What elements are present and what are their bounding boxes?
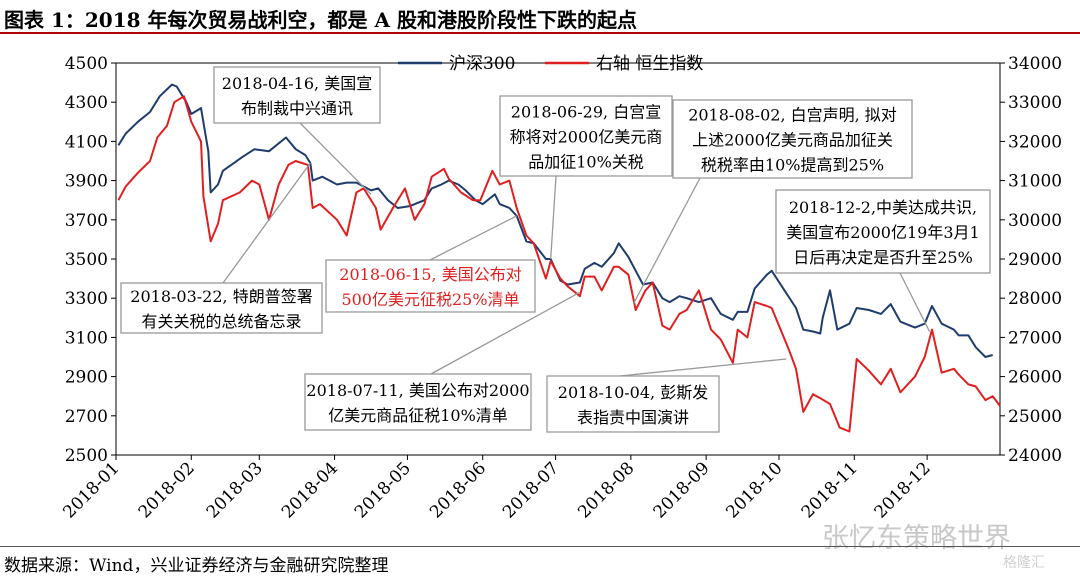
y-left-tick-label: 3300 xyxy=(65,289,108,309)
callout-text: 2018-03-22, 特朗普签署 xyxy=(130,287,312,306)
y-left-tick-label: 4500 xyxy=(65,54,108,74)
legend-label: 沪深300 xyxy=(449,54,515,74)
callout-leader xyxy=(222,162,311,284)
callout-box xyxy=(120,282,323,334)
callout-leader xyxy=(430,291,581,375)
callout-box xyxy=(304,373,532,431)
callout-box xyxy=(213,66,381,124)
x-tick-label: 2018-02 xyxy=(135,458,199,522)
line-chart: 4500 4300 4100 3900 3700 3500 3300 3100 2900 2700… xyxy=(59,54,1062,522)
callout-leader xyxy=(632,177,701,305)
callout-text: 品加征10%关税 xyxy=(528,153,644,172)
x-tick-label: 2018-11 xyxy=(798,458,862,522)
x-tick-label: 2018-07 xyxy=(499,458,563,522)
callout-box xyxy=(546,375,720,433)
callout-text: 2018-10-04, 彭斯发 xyxy=(558,383,708,402)
callout-text: 500亿美元征税25%清单 xyxy=(341,290,519,309)
x-tick-label: 2018-06 xyxy=(426,458,490,522)
callout-text: 2018-04-16, 美国宣 xyxy=(222,74,372,93)
x-tick-label: 2018-09 xyxy=(650,458,714,522)
callout-box xyxy=(325,259,536,313)
callout-text: 上述2000亿美元商品加征关 xyxy=(692,131,893,150)
callout-text: 布制裁中兴通讯 xyxy=(241,99,353,118)
y-right-tick-label: 27000 xyxy=(1008,328,1062,348)
x-tick-label: 2018-12 xyxy=(871,458,935,522)
y-left-tick-label: 3900 xyxy=(65,172,108,192)
title-rule xyxy=(0,32,1080,34)
callout-text: 2018-06-29, 白宫宣 xyxy=(511,103,661,122)
callout-text: 有关关税的总统备忘录 xyxy=(141,312,301,331)
series-line-csi300 xyxy=(117,83,993,358)
y-right-tick-label: 24000 xyxy=(1008,446,1062,466)
y-left-tick-label: 3100 xyxy=(65,328,108,348)
y-right-tick-label: 26000 xyxy=(1008,368,1062,388)
callout-text: 表指责中国演讲 xyxy=(577,408,689,427)
legend: 沪深300 右轴 恒生指数 xyxy=(398,54,703,74)
y-right-tick-label: 29000 xyxy=(1008,250,1062,270)
callout-text: 2018-08-02, 白宫声明, 拟对 xyxy=(688,106,897,125)
y-left-tick-label: 3500 xyxy=(65,250,108,270)
y-left-tick-label: 4100 xyxy=(65,132,108,152)
callout-leader xyxy=(550,175,557,260)
callout-leader xyxy=(429,215,518,261)
y-left-tick-label: 3700 xyxy=(65,211,108,231)
callout-text: 称将对2000亿美元商 xyxy=(510,128,663,147)
y-left-tick-label: 4300 xyxy=(65,93,108,113)
legend-label: 右轴 恒生指数 xyxy=(596,54,703,74)
y-right-tick-label: 32000 xyxy=(1008,132,1062,152)
y-right-tick-label: 34000 xyxy=(1008,54,1062,74)
x-tick-label: 2018-10 xyxy=(722,458,786,522)
y-right-tick-label: 30000 xyxy=(1008,211,1062,231)
callout-text: 美国宣布2000亿19年3月1 xyxy=(786,223,979,242)
callout-text: 2018-12-2,中美达成共识, xyxy=(789,198,977,217)
callout-text: 2018-06-15, 美国公布对 xyxy=(339,265,521,284)
callout-text: 税税率由10%提高到25% xyxy=(701,156,884,175)
source-note: 数据来源：Wind，兴业证券经济与金融研究院整理 xyxy=(4,556,389,576)
callout-text: 亿美元商品征税10%清单 xyxy=(328,406,508,425)
series-line-hsi xyxy=(117,95,1001,433)
title-bar: 图表 1：2018 年每次贸易战利空，都是 A 股和港股阶段性下跌的起点 xyxy=(0,0,1080,36)
callout-a0711: 2018-07-11, 美国公布对2000 亿美元商品征税10%清单 xyxy=(304,291,581,431)
x-tick-label: 2018-05 xyxy=(351,458,415,522)
x-tick-label: 2018-08 xyxy=(574,458,638,522)
callout-leader xyxy=(299,122,372,195)
callout-a0615: 2018-06-15, 美国公布对 500亿美元征税25%清单 xyxy=(325,215,536,313)
watermark-logo: 格隆汇 xyxy=(1003,555,1045,571)
callout-leader xyxy=(619,358,787,377)
y-left-tick-label: 2900 xyxy=(65,368,108,388)
callout-box xyxy=(672,99,913,179)
y-right-tick-label: 28000 xyxy=(1008,289,1062,309)
callout-box xyxy=(499,95,673,177)
callout-a1202: 2018-12-2,中美达成共识, 美国宣布2000亿19年3月1 日后再决定是否升… xyxy=(775,189,991,332)
page-title: 图表 1：2018 年每次贸易战利空，都是 A 股和港股阶段性下跌的起点 xyxy=(4,8,637,32)
watermark: 张忆东策略世界 xyxy=(822,523,1011,554)
y-right-tick-label: 33000 xyxy=(1008,93,1062,113)
y-right-tick-label: 31000 xyxy=(1008,172,1062,192)
x-tick-label: 2018-04 xyxy=(278,458,342,522)
y-left-tick-label: 2700 xyxy=(65,407,108,427)
y-left-tick-label: 2500 xyxy=(65,446,108,466)
callout-leader xyxy=(899,272,931,332)
callout-a0802: 2018-08-02, 白宫声明, 拟对上述2000亿美元商品加征关税税率由10… xyxy=(632,99,913,305)
footer-rule xyxy=(0,546,1080,547)
callout-box xyxy=(775,189,991,274)
callout-text: 2018-07-11, 美国公布对2000 xyxy=(306,381,529,400)
x-tick-label: 2018-03 xyxy=(203,458,267,522)
callout-text: 日后再决定是否升至25% xyxy=(793,248,973,267)
y-right-tick-label: 25000 xyxy=(1008,407,1062,427)
x-tick-label: 2018-01 xyxy=(59,458,123,522)
